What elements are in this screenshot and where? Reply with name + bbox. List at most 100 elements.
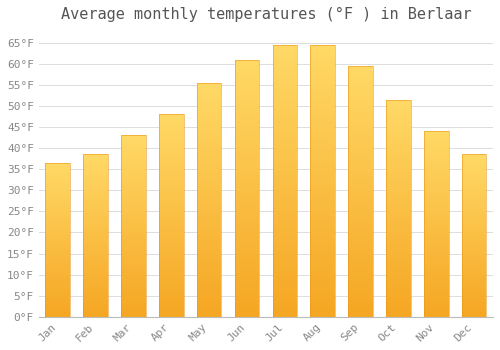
Bar — [46, 295, 70, 297]
Bar — [197, 160, 222, 162]
Bar — [424, 298, 448, 300]
Bar — [46, 177, 70, 178]
Bar — [46, 235, 70, 237]
Bar — [310, 164, 335, 167]
Bar — [272, 189, 297, 192]
Bar — [348, 201, 373, 204]
Bar — [159, 315, 184, 317]
Bar — [121, 237, 146, 239]
Bar — [310, 105, 335, 107]
Bar — [348, 146, 373, 149]
Bar — [462, 167, 486, 169]
Bar — [424, 265, 448, 267]
Bar — [348, 181, 373, 184]
Bar — [121, 264, 146, 266]
Bar — [272, 61, 297, 64]
Bar — [159, 163, 184, 165]
Bar — [234, 278, 260, 281]
Bar — [197, 240, 222, 242]
Bar — [272, 284, 297, 287]
Bar — [386, 100, 410, 317]
Bar — [386, 182, 410, 184]
Bar — [84, 306, 108, 307]
Bar — [386, 197, 410, 199]
Bar — [121, 252, 146, 253]
Bar — [348, 297, 373, 299]
Bar — [46, 169, 70, 170]
Bar — [462, 310, 486, 312]
Bar — [386, 219, 410, 221]
Bar — [234, 62, 260, 65]
Bar — [46, 294, 70, 295]
Bar — [310, 252, 335, 254]
Bar — [424, 293, 448, 295]
Bar — [272, 235, 297, 238]
Bar — [272, 273, 297, 276]
Bar — [121, 302, 146, 304]
Bar — [121, 183, 146, 184]
Bar — [121, 230, 146, 232]
Bar — [46, 172, 70, 174]
Bar — [462, 315, 486, 317]
Bar — [386, 145, 410, 147]
Bar — [386, 273, 410, 275]
Bar — [310, 50, 335, 53]
Bar — [272, 167, 297, 170]
Bar — [272, 159, 297, 162]
Bar — [462, 284, 486, 286]
Bar — [424, 152, 448, 154]
Bar — [348, 91, 373, 93]
Bar — [386, 223, 410, 226]
Bar — [424, 226, 448, 228]
Bar — [462, 270, 486, 271]
Bar — [46, 203, 70, 204]
Bar — [462, 258, 486, 260]
Bar — [234, 132, 260, 134]
Bar — [234, 90, 260, 93]
Bar — [386, 160, 410, 163]
Bar — [121, 226, 146, 228]
Bar — [234, 286, 260, 288]
Bar — [272, 45, 297, 48]
Bar — [159, 260, 184, 262]
Bar — [84, 261, 108, 263]
Bar — [197, 298, 222, 300]
Bar — [159, 149, 184, 151]
Bar — [272, 126, 297, 129]
Bar — [46, 281, 70, 283]
Bar — [272, 162, 297, 164]
Bar — [121, 250, 146, 252]
Bar — [424, 243, 448, 244]
Bar — [272, 170, 297, 173]
Bar — [272, 135, 297, 137]
Bar — [84, 307, 108, 309]
Bar — [159, 295, 184, 296]
Bar — [197, 155, 222, 158]
Bar — [386, 174, 410, 176]
Bar — [348, 284, 373, 287]
Bar — [462, 234, 486, 236]
Bar — [46, 288, 70, 289]
Bar — [272, 97, 297, 99]
Bar — [348, 76, 373, 78]
Bar — [386, 104, 410, 106]
Bar — [348, 194, 373, 196]
Bar — [310, 88, 335, 91]
Bar — [234, 80, 260, 83]
Bar — [310, 107, 335, 110]
Bar — [424, 215, 448, 217]
Bar — [159, 307, 184, 309]
Bar — [46, 306, 70, 308]
Bar — [348, 149, 373, 151]
Bar — [424, 241, 448, 243]
Bar — [386, 117, 410, 119]
Bar — [348, 166, 373, 169]
Bar — [84, 299, 108, 301]
Bar — [234, 273, 260, 276]
Bar — [310, 159, 335, 162]
Bar — [84, 258, 108, 260]
Bar — [424, 267, 448, 268]
Bar — [159, 202, 184, 203]
Bar — [121, 248, 146, 250]
Bar — [159, 228, 184, 230]
